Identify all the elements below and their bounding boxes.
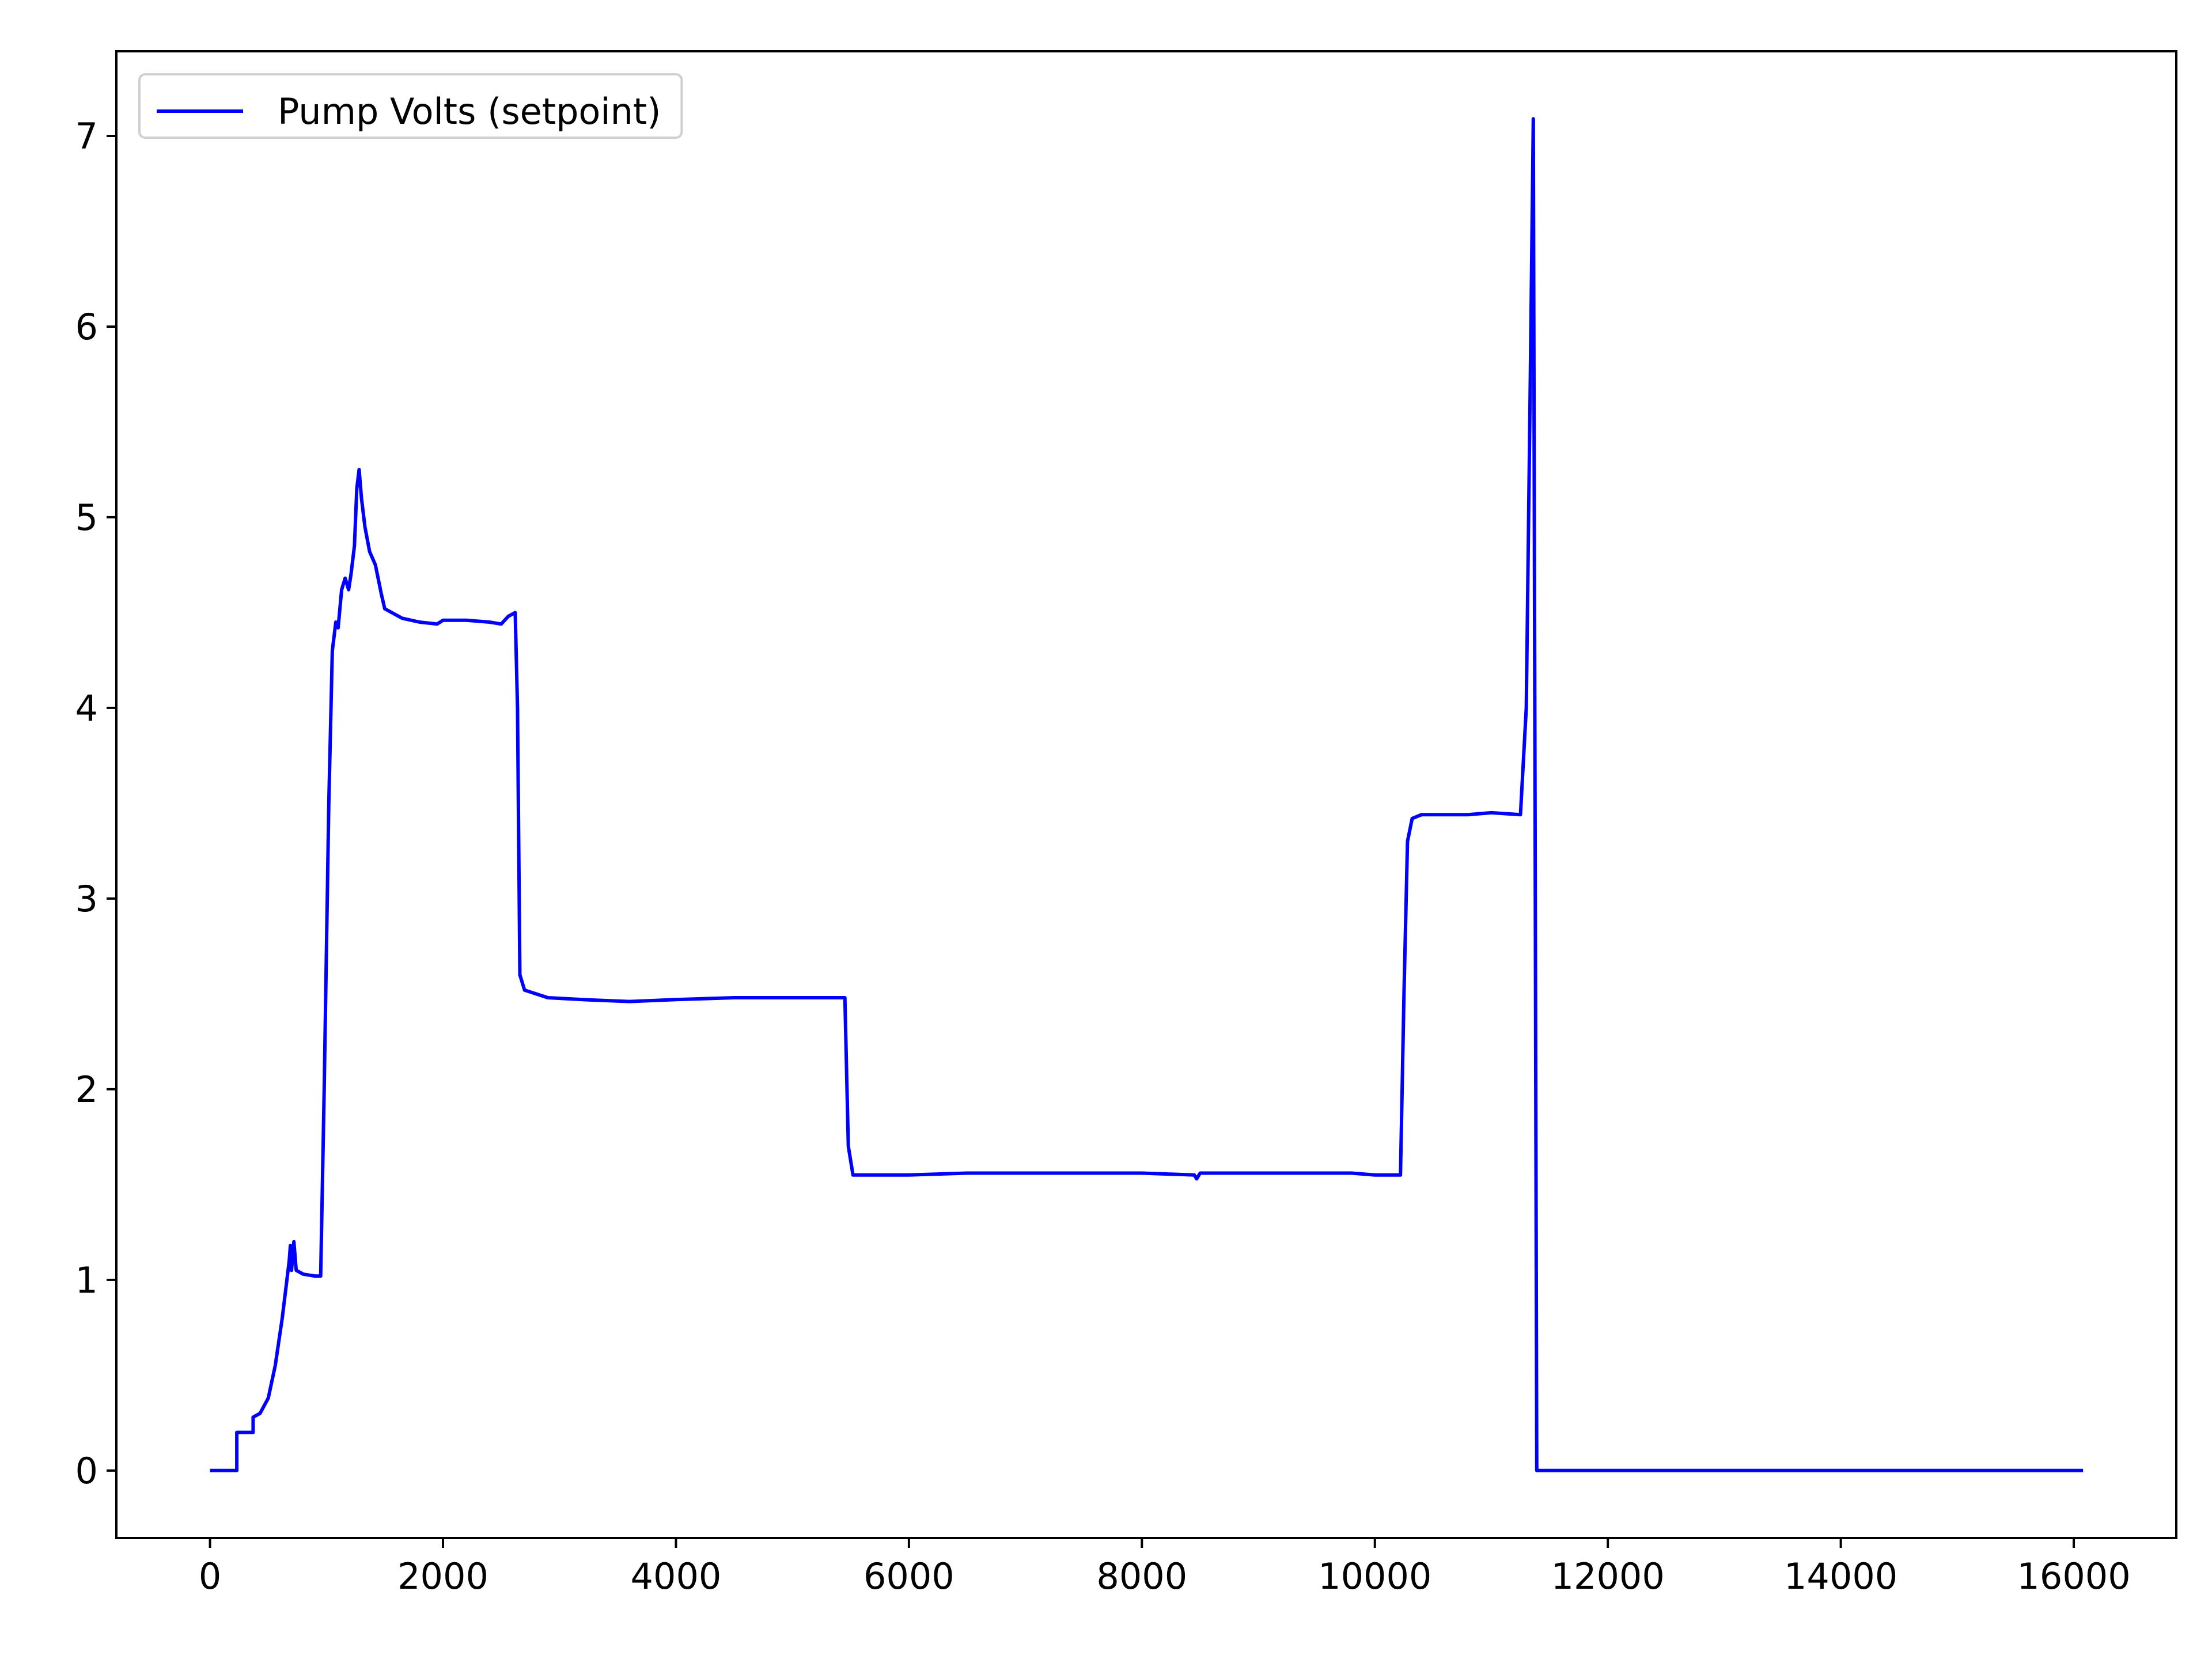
line-series xyxy=(210,117,2084,1472)
x-tick-label: 10000 xyxy=(1318,1555,1431,1597)
y-tick-label: 6 xyxy=(75,306,98,348)
y-tick-label: 4 xyxy=(75,687,98,729)
x-tick-label: 14000 xyxy=(1784,1555,1897,1597)
legend-label: Pump Volts (setpoint) xyxy=(278,90,661,132)
x-tick-label: 12000 xyxy=(1551,1555,1665,1597)
y-tick-label: 7 xyxy=(75,115,98,157)
x-tick-label: 16000 xyxy=(2017,1555,2130,1597)
y-tick-label: 1 xyxy=(75,1259,98,1301)
y-tick-label: 3 xyxy=(75,878,98,920)
y-tick-label: 0 xyxy=(75,1450,98,1492)
y-tick-label: 5 xyxy=(75,497,98,539)
x-tick-label: 2000 xyxy=(397,1555,488,1597)
legend-box xyxy=(138,73,683,139)
x-tick-label: 6000 xyxy=(863,1555,955,1597)
legend: Pump Volts (setpoint) xyxy=(138,73,683,139)
y-tick-label: 2 xyxy=(75,1069,98,1111)
x-tick-label: 8000 xyxy=(1096,1555,1187,1597)
x-tick-label: 0 xyxy=(199,1555,221,1597)
x-tick-label: 4000 xyxy=(631,1555,722,1597)
plot-frame xyxy=(115,50,2177,1539)
